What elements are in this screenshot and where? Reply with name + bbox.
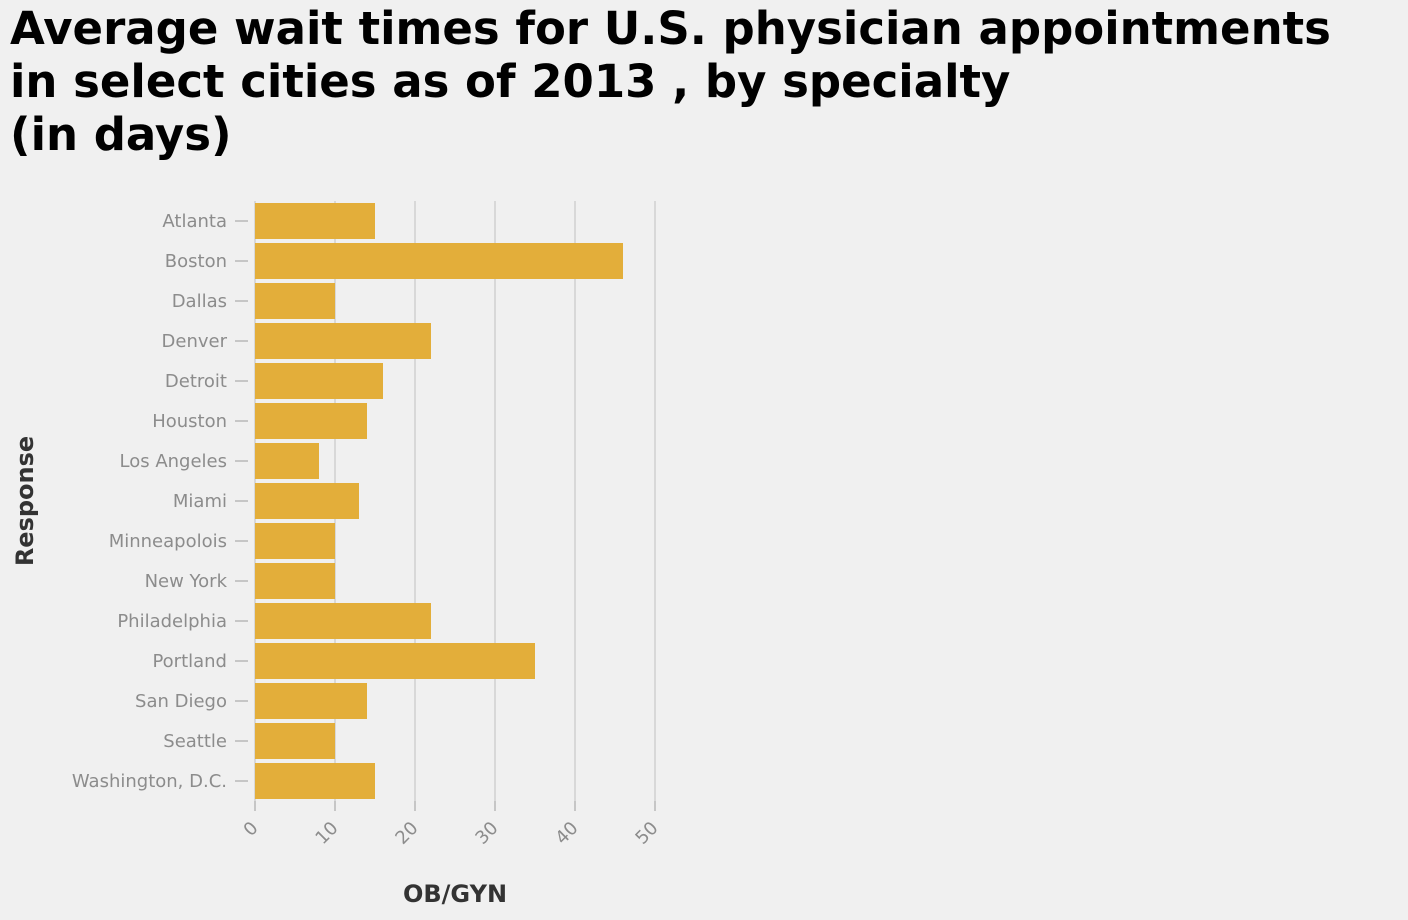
chart-title: Average wait times for U.S. physician ap… xyxy=(10,2,1405,161)
bar xyxy=(255,603,431,639)
bar xyxy=(255,683,367,719)
y-tick-label: Boston xyxy=(165,251,227,272)
bar xyxy=(255,403,367,439)
bar xyxy=(255,203,375,239)
y-tick-label: Detroit xyxy=(165,371,227,392)
x-tick-label: 40 xyxy=(551,818,582,849)
bar xyxy=(255,643,535,679)
y-tick-label: Seattle xyxy=(163,731,227,752)
y-tick-label: San Diego xyxy=(135,691,227,712)
y-tick-label: Washington, D.C. xyxy=(72,771,227,792)
bar xyxy=(255,763,375,799)
chart-title-line: in select cities as of 2013 , by special… xyxy=(10,55,1011,108)
chart-title-line: Average wait times for U.S. physician ap… xyxy=(10,2,1331,55)
x-tick-label: 10 xyxy=(311,818,342,849)
bar xyxy=(255,523,335,559)
y-axis: Atlanta Boston Dallas Denver Detroit Houston L… xyxy=(72,211,248,792)
y-tick-label: Philadelphia xyxy=(117,611,227,632)
y-tick-label: Minneapolois xyxy=(109,531,227,552)
bars xyxy=(255,203,623,799)
bar xyxy=(255,283,335,319)
bar xyxy=(255,243,623,279)
y-tick-label: Houston xyxy=(152,411,227,432)
bar xyxy=(255,723,335,759)
chart-title-line: (in days) xyxy=(10,108,232,161)
y-tick-label: New York xyxy=(145,571,228,592)
y-tick-label: Dallas xyxy=(172,291,227,312)
bar xyxy=(255,323,431,359)
x-tick-label: 20 xyxy=(391,818,422,849)
x-tick-label: 50 xyxy=(631,818,662,849)
y-axis-title: Response xyxy=(11,436,39,566)
y-tick-label: Denver xyxy=(162,331,228,352)
y-tick-label: Miami xyxy=(173,491,227,512)
y-tick-label: Atlanta xyxy=(162,211,227,232)
x-tick-label: 0 xyxy=(240,818,263,841)
x-axis-title: OB/GYN xyxy=(403,880,507,908)
x-axis: 0 10 20 30 40 50 xyxy=(240,801,663,849)
y-tick-label: Los Angeles xyxy=(120,451,228,472)
bar xyxy=(255,483,359,519)
bar xyxy=(255,443,319,479)
bar xyxy=(255,563,335,599)
bar xyxy=(255,363,383,399)
x-tick-label: 30 xyxy=(471,818,502,849)
y-tick-label: Portland xyxy=(152,651,227,672)
